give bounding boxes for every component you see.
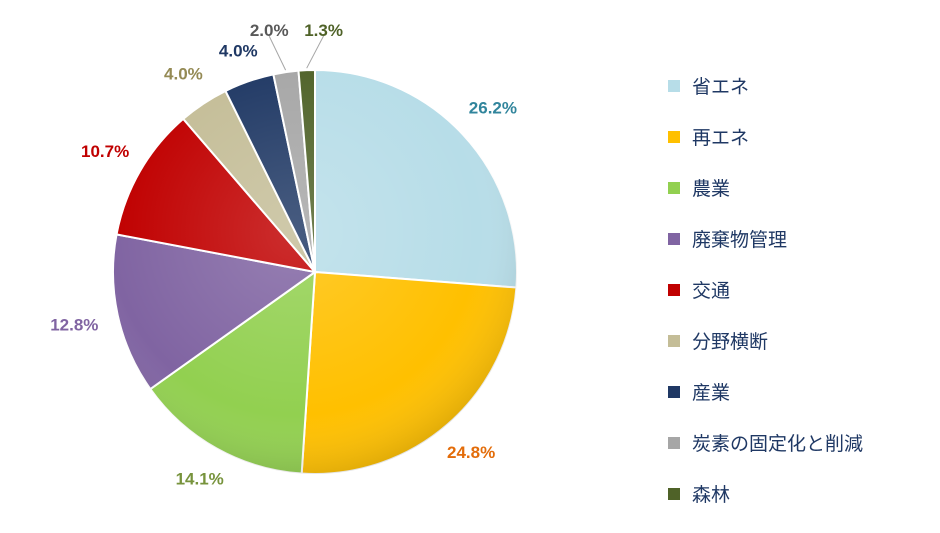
leader-line bbox=[306, 35, 325, 69]
legend-item: 森林 bbox=[668, 468, 863, 519]
data-label: 26.2% bbox=[469, 98, 517, 117]
legend-swatch bbox=[668, 385, 680, 398]
legend-label: 廃棄物管理 bbox=[692, 229, 788, 251]
data-label: 24.8% bbox=[447, 443, 495, 462]
legend-label: 交通 bbox=[692, 280, 731, 302]
data-label: 4.0% bbox=[164, 64, 203, 83]
legend-label: 炭素の固定化と削減 bbox=[692, 433, 864, 455]
legend-label: 分野横断 bbox=[692, 331, 769, 353]
legend-item: 再エネ bbox=[668, 111, 863, 162]
legend-label: 再エネ bbox=[692, 127, 750, 149]
legend-swatch bbox=[668, 79, 680, 92]
legend-item: 農業 bbox=[668, 162, 863, 213]
data-label: 1.3% bbox=[304, 21, 343, 40]
leader-line bbox=[268, 35, 287, 71]
data-label: 10.7% bbox=[81, 142, 129, 161]
legend-swatch bbox=[668, 334, 680, 347]
legend-swatch bbox=[668, 130, 680, 143]
legend-label: 産業 bbox=[692, 382, 731, 404]
data-label: 12.8% bbox=[50, 316, 98, 335]
legend-label: 森林 bbox=[692, 484, 731, 506]
legend-item: 交通 bbox=[668, 264, 863, 315]
legend-item: 分野横断 bbox=[668, 315, 863, 366]
legend-item: 炭素の固定化と削減 bbox=[668, 417, 863, 468]
legend-label: 省エネ bbox=[692, 76, 750, 98]
legend-label: 農業 bbox=[692, 178, 731, 200]
chart-legend: 省エネ再エネ農業廃棄物管理交通分野横断産業炭素の固定化と削減 森林 bbox=[668, 60, 863, 519]
legend-swatch bbox=[668, 283, 680, 296]
legend-swatch bbox=[668, 487, 680, 500]
legend-swatch bbox=[668, 232, 680, 245]
legend-item: 省エネ bbox=[668, 60, 863, 111]
data-label: 2.0% bbox=[250, 21, 289, 40]
data-label: 14.1% bbox=[176, 469, 224, 488]
legend-item: 廃棄物管理 bbox=[668, 213, 863, 264]
legend-item: 産業 bbox=[668, 366, 863, 417]
legend-swatch bbox=[668, 436, 680, 449]
data-label: 4.0% bbox=[219, 42, 258, 61]
legend-swatch bbox=[668, 181, 680, 194]
